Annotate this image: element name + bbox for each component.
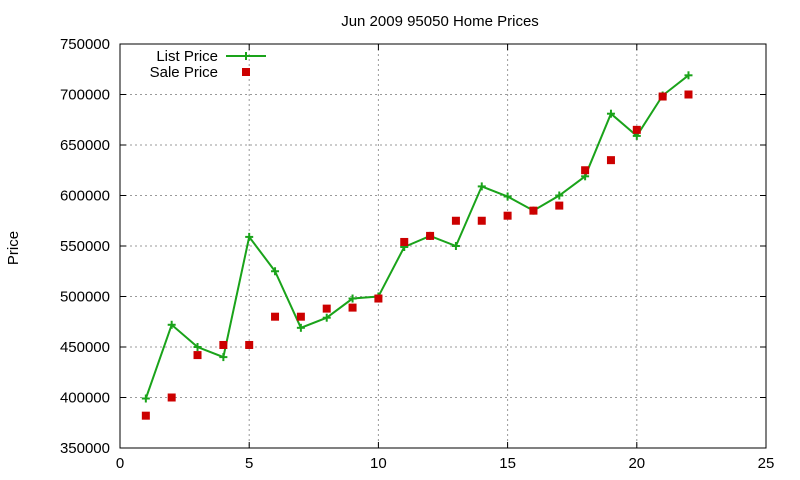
- list-price-point: [348, 294, 357, 303]
- y-tick-label: 750000: [60, 36, 110, 53]
- sale-price-point: [296, 312, 305, 321]
- legend-label-list-price: List Price: [156, 48, 218, 65]
- y-tick-label: 400000: [60, 390, 110, 407]
- list-price-point: [193, 343, 202, 351]
- y-axis-label: Price: [5, 231, 22, 265]
- list-price-point: [684, 71, 693, 80]
- sale-price-point: [245, 340, 254, 349]
- list-price-point: [555, 191, 564, 200]
- list-price-point: [477, 182, 486, 191]
- chart-title: Jun 2009 95050 Home Prices: [341, 13, 539, 30]
- sale-price-point: [167, 393, 176, 402]
- list-price-point: [141, 394, 150, 403]
- sale-price-series: [141, 90, 693, 420]
- sale-price-point: [271, 312, 280, 321]
- sale-price-point: [477, 216, 486, 225]
- y-tick-label: 350000: [60, 440, 110, 457]
- list-price-point: [167, 320, 176, 329]
- list-price-line: [144, 74, 690, 399]
- y-tick-label: 700000: [60, 87, 110, 104]
- list-price-series: [141, 71, 693, 403]
- sale-price-point: [141, 411, 150, 420]
- grid-layer: [120, 44, 766, 448]
- y-tick-label: 500000: [60, 289, 110, 306]
- list-price-point: [451, 242, 460, 250]
- sale-price-point: [374, 294, 383, 303]
- sale-price-point: [400, 237, 409, 246]
- list-price-point: [606, 109, 615, 118]
- sale-price-point: [684, 90, 693, 99]
- sale-price-point: [555, 201, 564, 210]
- sale-price-point: [322, 304, 331, 313]
- x-tick-label: 10: [370, 455, 387, 472]
- x-tick-label: 25: [758, 455, 775, 472]
- sale-price-point: [348, 303, 357, 312]
- y-tick-label: 450000: [60, 339, 110, 356]
- legend-swatch-sale-price: [242, 68, 250, 76]
- sale-price-point: [632, 125, 641, 134]
- legend-label-sale-price: Sale Price: [150, 64, 218, 81]
- list-price-point: [322, 313, 331, 322]
- x-tick-label: 5: [245, 455, 253, 472]
- sale-price-point: [426, 231, 435, 240]
- sale-price-point: [581, 166, 590, 175]
- sale-price-point: [219, 340, 228, 349]
- list-price-point: [503, 192, 512, 201]
- axes-layer: 0 5 10 15 20 25 350000 400000 450000 500000 550000…: [60, 36, 774, 472]
- x-tick-label: 15: [499, 455, 516, 472]
- list-price-point: [296, 323, 305, 332]
- list-price-point: [271, 267, 280, 276]
- series-layer: [141, 71, 693, 420]
- list-price-point: [219, 353, 228, 362]
- sale-price-point: [606, 156, 615, 165]
- y-tick-label: 650000: [60, 137, 110, 154]
- sale-price-point: [193, 351, 202, 360]
- x-tick-label: 20: [628, 455, 645, 472]
- list-price-point: [245, 232, 254, 241]
- sale-price-point: [658, 92, 667, 101]
- sale-price-point: [451, 216, 460, 225]
- sale-price-point: [529, 206, 538, 215]
- y-tick-label: 600000: [60, 188, 110, 205]
- y-tick-label: 550000: [60, 238, 110, 255]
- x-tick-label: 0: [116, 455, 124, 472]
- sale-price-point: [503, 211, 512, 220]
